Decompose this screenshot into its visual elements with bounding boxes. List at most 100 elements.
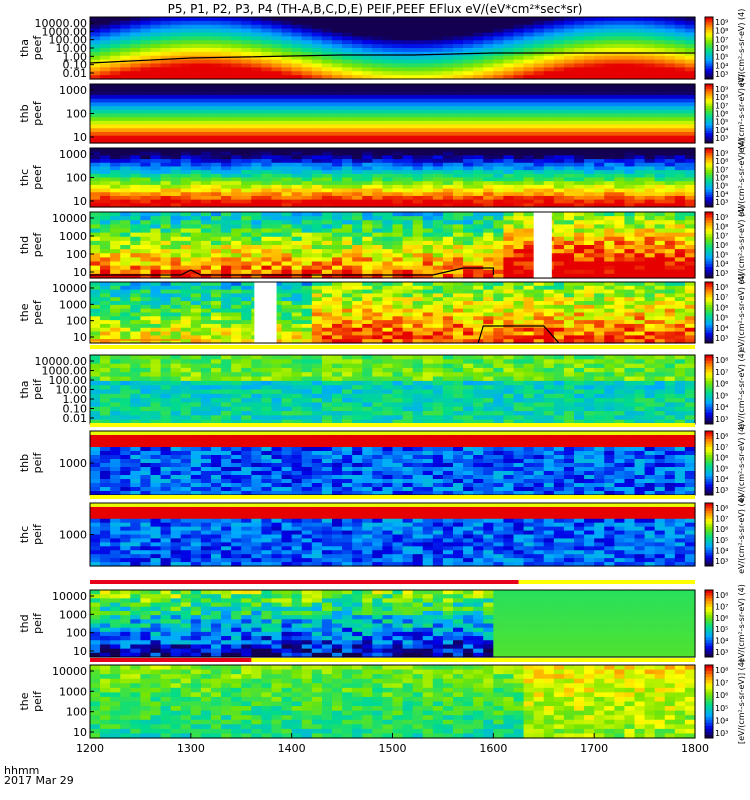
colorbar-tick-label: 10³ <box>715 70 728 79</box>
heatmap-cell <box>180 327 192 333</box>
heatmap-cell <box>513 28 525 34</box>
heatmap-cell <box>190 192 202 197</box>
heatmap-cell <box>523 59 535 65</box>
heatmap-cell <box>382 282 394 287</box>
heatmap-cell <box>321 28 333 34</box>
heatmap-cell <box>463 203 474 208</box>
heatmap-cell <box>301 131 313 137</box>
heatmap-cell <box>160 36 172 41</box>
heatmap-cell <box>342 316 353 321</box>
heatmap-cell <box>301 166 313 171</box>
heatmap-cell <box>503 36 515 41</box>
heatmap-cell <box>281 177 293 182</box>
heatmap-cell <box>664 232 676 238</box>
heatmap-cell <box>160 301 172 306</box>
heatmap-cell <box>110 265 121 271</box>
heatmap-cell <box>553 269 565 275</box>
heatmap-cell <box>674 20 686 26</box>
heatmap-cell <box>332 195 343 201</box>
heatmap-cell <box>221 331 232 336</box>
heatmap-cell <box>453 120 464 126</box>
heatmap-cell <box>261 162 273 168</box>
heatmap-cell <box>684 232 696 238</box>
heatmap-cell <box>543 120 555 126</box>
heatmap-cell <box>211 240 222 246</box>
heatmap-cell <box>563 40 575 45</box>
heatmap-cell <box>352 265 363 271</box>
heatmap-cell <box>211 106 222 111</box>
heatmap-cell <box>654 162 666 168</box>
heatmap-cell <box>200 273 212 279</box>
heatmap-cell <box>543 113 555 118</box>
heatmap-cell <box>382 51 394 57</box>
heatmap-cell <box>221 289 232 295</box>
heatmap-cell <box>453 166 464 171</box>
heatmap-cell <box>352 184 363 190</box>
heatmap-cell <box>170 181 182 186</box>
heatmap-cell <box>332 170 343 175</box>
heatmap-cell <box>594 289 605 295</box>
heatmap-cell <box>140 261 152 267</box>
heatmap-cell <box>634 55 646 61</box>
colorbar-swatch <box>705 272 713 276</box>
heatmap-cell <box>291 195 303 201</box>
heatmap-cell <box>543 199 555 204</box>
heatmap-cell <box>473 55 484 61</box>
heatmap-cell <box>281 36 293 41</box>
heatmap-cell <box>251 128 263 133</box>
heatmap-cell <box>412 117 424 122</box>
heatmap-cell <box>624 20 636 26</box>
heatmap-cell <box>241 320 252 325</box>
heatmap-cell <box>584 224 595 230</box>
heatmap-cell <box>473 261 484 267</box>
heatmap-cell <box>563 91 575 96</box>
heatmap-cell <box>453 109 464 115</box>
heatmap-cell <box>352 71 363 76</box>
heatmap-cell <box>493 159 505 164</box>
heatmap-cell <box>321 44 333 49</box>
heatmap-cell <box>674 289 686 295</box>
heatmap-cell <box>604 293 615 298</box>
colorbar-swatch <box>705 45 713 49</box>
heatmap-cell <box>231 293 242 298</box>
heatmap-cell <box>100 253 111 258</box>
heatmap-cell <box>321 63 333 68</box>
heatmap-cell <box>382 124 394 129</box>
heatmap-cell <box>332 220 343 225</box>
heatmap-cell <box>634 335 646 340</box>
heatmap-cell <box>574 224 585 230</box>
heatmap-cell <box>543 166 555 171</box>
heatmap-cell <box>160 32 172 37</box>
heatmap-cell <box>493 232 505 238</box>
heatmap-cell <box>654 148 666 153</box>
heatmap-cell <box>200 327 212 333</box>
heatmap-cell <box>392 98 404 104</box>
heatmap-cell <box>90 44 101 49</box>
heatmap-cell <box>100 124 111 129</box>
heatmap-cell <box>553 236 565 242</box>
heatmap-cell <box>614 159 626 164</box>
heatmap-cell <box>90 17 101 22</box>
heatmap-cell <box>241 339 252 344</box>
heatmap-cell <box>342 212 353 217</box>
heatmap-cell <box>160 124 172 129</box>
heatmap-cell <box>574 188 585 193</box>
heatmap-cell <box>432 236 444 242</box>
heatmap-cell <box>553 139 565 144</box>
heatmap-cell <box>624 293 636 298</box>
heatmap-cell <box>241 24 252 30</box>
heatmap-cell <box>251 192 263 197</box>
heatmap-cell <box>90 273 101 279</box>
heatmap-cell <box>513 282 525 287</box>
heatmap-cell <box>291 245 303 250</box>
heatmap-cell <box>594 184 605 190</box>
heatmap-cell <box>261 224 273 230</box>
heatmap-cell <box>382 261 394 267</box>
heatmap-cell <box>644 67 656 72</box>
heatmap-cell <box>221 95 232 100</box>
heatmap-cell <box>543 67 555 72</box>
heatmap-cell <box>291 67 303 72</box>
heatmap-cell <box>594 32 605 37</box>
heatmap-cell <box>352 192 363 197</box>
heatmap-cell <box>241 162 252 168</box>
